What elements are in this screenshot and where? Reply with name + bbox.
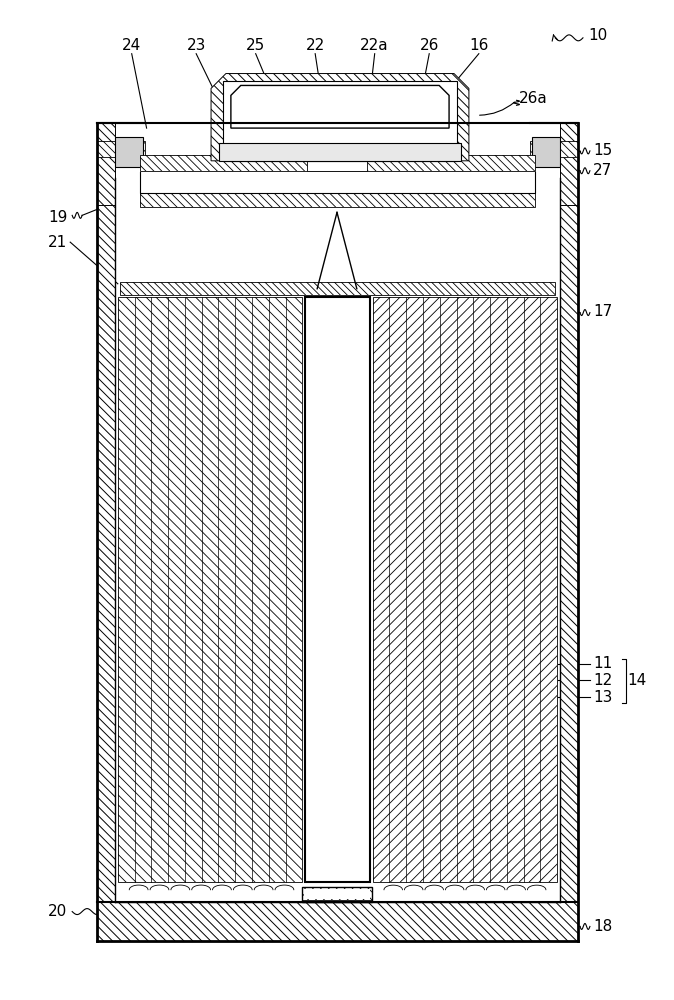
Text: 19: 19 (48, 210, 67, 225)
Polygon shape (97, 902, 578, 941)
Text: 18: 18 (593, 919, 612, 934)
Bar (115, 137, 143, 167)
Text: 22: 22 (305, 38, 325, 53)
Polygon shape (97, 123, 115, 205)
Polygon shape (97, 178, 115, 902)
Text: 13: 13 (593, 690, 612, 705)
Text: 26: 26 (419, 38, 439, 53)
Text: 22a: 22a (361, 38, 389, 53)
Text: 10: 10 (588, 28, 607, 43)
Bar (219, 143, 461, 161)
Polygon shape (140, 155, 535, 171)
Bar (307, 155, 367, 171)
Polygon shape (97, 141, 145, 157)
Polygon shape (211, 74, 469, 161)
Text: 25: 25 (246, 38, 266, 53)
Text: 14: 14 (627, 673, 647, 688)
Bar (305, 297, 370, 882)
Text: 27: 27 (593, 163, 612, 178)
Polygon shape (118, 297, 302, 882)
Text: 24: 24 (122, 38, 142, 53)
Text: 20: 20 (48, 904, 67, 919)
Text: 17: 17 (593, 304, 612, 319)
Text: 26a: 26a (518, 91, 547, 106)
Polygon shape (530, 141, 578, 157)
Polygon shape (560, 123, 578, 205)
Polygon shape (231, 85, 449, 128)
Bar (304, 889, 370, 899)
Polygon shape (560, 178, 578, 902)
Text: 16: 16 (469, 38, 489, 53)
Bar (142, 172, 533, 190)
Text: 12: 12 (593, 673, 612, 688)
Polygon shape (120, 282, 555, 295)
Text: 11: 11 (593, 656, 612, 671)
Text: 15: 15 (593, 143, 612, 158)
Polygon shape (302, 887, 372, 900)
Polygon shape (140, 193, 535, 207)
Bar (302, 887, 372, 902)
Text: 23: 23 (187, 38, 206, 53)
Text: 21: 21 (48, 235, 67, 250)
Bar (223, 81, 457, 161)
Bar (532, 137, 560, 167)
Polygon shape (373, 297, 557, 882)
